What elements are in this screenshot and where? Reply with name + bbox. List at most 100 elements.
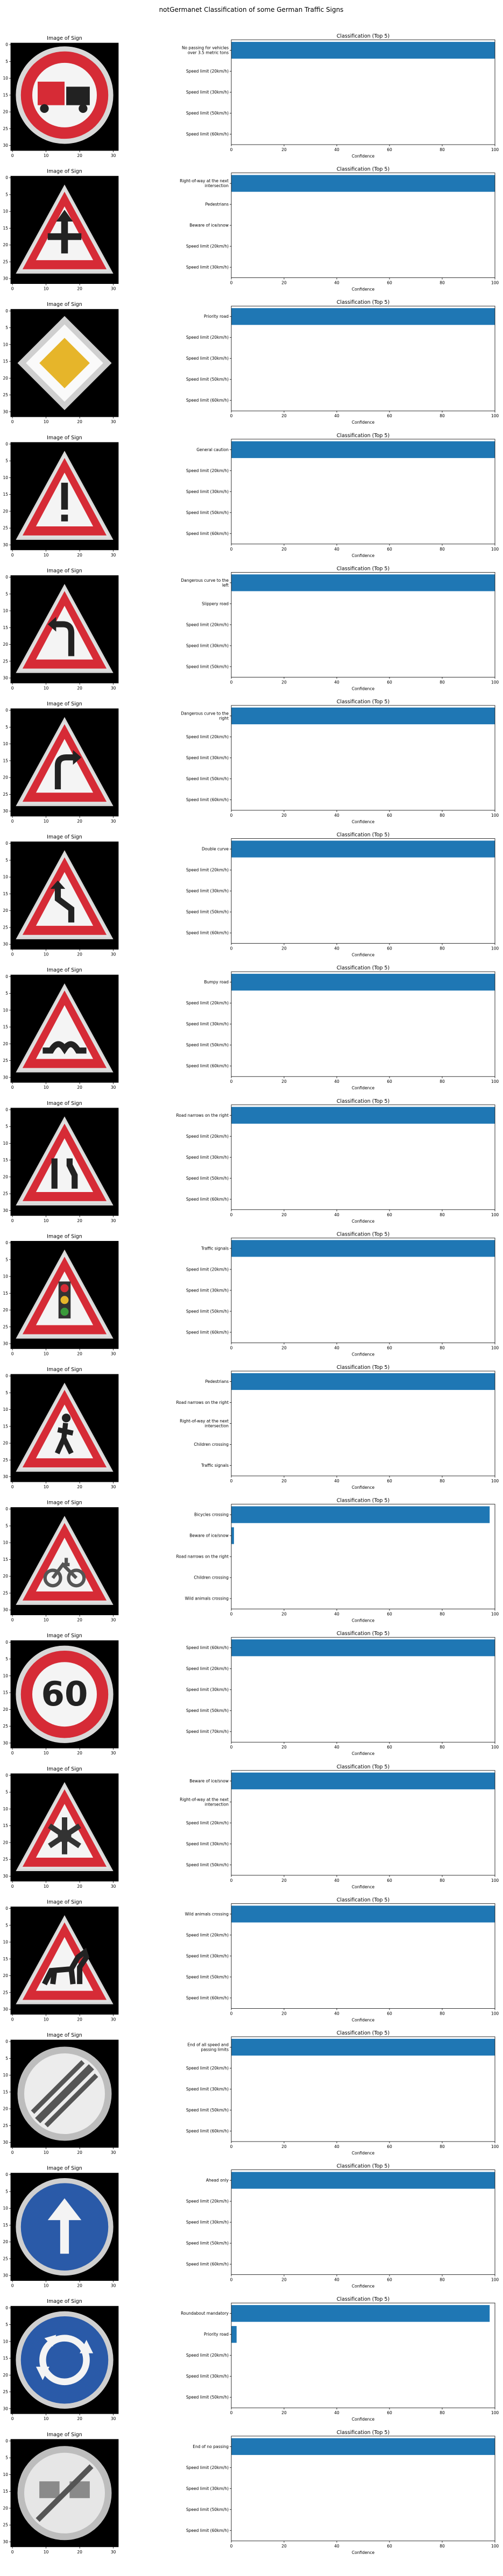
chart-xlabel: Confidence <box>352 287 375 292</box>
chart-xtick-label: 60 <box>387 281 392 286</box>
chart-xtick-label: 60 <box>387 547 392 552</box>
category-label: Bicycles crossing <box>194 1512 229 1517</box>
image-ytick-label: 30 <box>3 1874 8 1879</box>
double-curve-sign <box>16 850 114 939</box>
image-ytick-label: 20 <box>3 775 8 780</box>
image-xtick-label: 10 <box>44 952 49 957</box>
category-label: Speed limit (60km/h) <box>186 931 229 936</box>
image-panel-title: Image of Sign <box>47 2032 82 2038</box>
image-ytick-label: 15 <box>3 2223 8 2228</box>
priority-road-sign <box>17 316 112 410</box>
image-ytick-label: 0 <box>5 1107 8 1112</box>
category-label: Speed limit (60km/h) <box>186 1197 229 1202</box>
category-label: Speed limit (60km/h) <box>186 1330 229 1335</box>
chart-xlabel: Confidence <box>352 686 375 691</box>
confidence-bar <box>231 308 495 325</box>
chart-xlabel: Confidence <box>352 154 375 159</box>
chart-xtick-label: 20 <box>281 1479 287 1483</box>
image-ytick-label: 25 <box>3 393 8 397</box>
image-ytick-label: 10 <box>3 741 8 746</box>
chart-xtick-label: 100 <box>491 1878 499 1883</box>
image-ytick-label: 20 <box>3 2373 8 2378</box>
image-ytick-label: 0 <box>5 2306 8 2310</box>
chart-title: Classification (Top 5) <box>337 2430 389 2436</box>
category-label: Slippery road <box>202 601 229 606</box>
ahead-only-sign <box>16 2178 114 2276</box>
image-ytick-label: 10 <box>3 1673 8 1678</box>
image-ytick-label: 5 <box>5 1124 8 1129</box>
category-label: Speed limit (50km/h) <box>186 776 229 781</box>
chart-xlabel: Confidence <box>352 1086 375 1090</box>
confidence-bar <box>231 2305 490 2322</box>
chart-xtick-label: 20 <box>281 2544 287 2549</box>
image-xtick-label: 0 <box>11 1884 14 1889</box>
category-label: Speed limit (60km/h) <box>186 1064 229 1068</box>
image-ytick-label: 5 <box>5 459 8 463</box>
image-panel-title: Image of Sign <box>47 302 82 308</box>
image-ytick-label: 5 <box>5 1390 8 1395</box>
image-ytick-label: 30 <box>3 2273 8 2278</box>
category-label: No passing for vehicles over 3.5 metric t… <box>182 46 229 55</box>
chart-xtick-label: 100 <box>491 1745 499 1750</box>
category-label: Speed limit (20km/h) <box>186 468 229 473</box>
chart-xtick-label: 20 <box>281 2278 287 2282</box>
chart-xtick-label: 80 <box>440 1345 445 1350</box>
image-ytick-label: 25 <box>3 2256 8 2261</box>
chart-xtick-label: 20 <box>281 2410 287 2415</box>
image-xtick-label: 30 <box>111 952 116 957</box>
chart-xtick-label: 20 <box>281 281 287 286</box>
image-panel-title: Image of Sign <box>47 169 82 175</box>
image-panel-title: Image of Sign <box>47 1766 82 1772</box>
image-ytick-label: 25 <box>3 925 8 930</box>
chart-axes-frame <box>231 572 495 677</box>
chart-xtick-label: 60 <box>387 680 392 684</box>
category-label: Speed limit (30km/h) <box>186 755 229 760</box>
chart-xtick-label: 80 <box>440 2410 445 2415</box>
chart-xtick-label: 0 <box>230 1079 233 1084</box>
category-label: Speed limit (20km/h) <box>186 2066 229 2071</box>
chart-xtick-label: 40 <box>334 2278 339 2282</box>
image-xtick-label: 30 <box>111 1485 116 1489</box>
chart-xtick-label: 0 <box>230 1612 233 1617</box>
image-ytick-label: 0 <box>5 1773 8 1778</box>
image-xtick-label: 30 <box>111 2017 116 2022</box>
chart-title: Classification (Top 5) <box>337 699 389 705</box>
chart-xtick-label: 0 <box>230 2011 233 2016</box>
chart-xtick-label: 100 <box>491 680 499 684</box>
image-panel-title: Image of Sign <box>47 2299 82 2304</box>
chart-title: Classification (Top 5) <box>337 1231 389 1237</box>
image-xtick-label: 30 <box>111 153 116 158</box>
image-ytick-label: 20 <box>3 1308 8 1312</box>
image-ytick-label: 0 <box>5 2438 8 2443</box>
category-label: Double curve <box>202 847 229 852</box>
chart-xtick-label: 40 <box>334 1079 339 1084</box>
chart-xlabel: Confidence <box>352 1219 375 1224</box>
image-ytick-label: 0 <box>5 2172 8 2177</box>
confidence-bar <box>231 441 495 458</box>
image-xtick-label: 30 <box>111 686 116 690</box>
chart-title: Classification (Top 5) <box>337 33 389 39</box>
image-axes-frame <box>10 1108 119 1216</box>
image-xtick-label: 30 <box>111 1751 116 1756</box>
image-xtick-label: 30 <box>111 2550 116 2554</box>
image-ytick-label: 10 <box>3 2472 8 2477</box>
image-ytick-label: 30 <box>3 276 8 281</box>
category-label: Speed limit (30km/h) <box>186 2220 229 2225</box>
chart-xtick-label: 60 <box>387 1878 392 1883</box>
image-xtick-label: 0 <box>11 287 14 291</box>
chart-xlabel: Confidence <box>352 1352 375 1357</box>
category-label: Speed limit (20km/h) <box>186 1267 229 1272</box>
image-xtick-label: 20 <box>77 553 82 558</box>
chart-xtick-label: 100 <box>491 147 499 152</box>
chart-title: Classification (Top 5) <box>337 1498 389 1504</box>
image-ytick-label: 25 <box>3 259 8 264</box>
chart-xlabel: Confidence <box>352 953 375 958</box>
image-ytick-label: 0 <box>5 575 8 580</box>
category-label: Speed limit (30km/h) <box>186 2087 229 2092</box>
category-label: Speed limit (30km/h) <box>186 356 229 361</box>
chart-xlabel: Confidence <box>352 553 375 558</box>
